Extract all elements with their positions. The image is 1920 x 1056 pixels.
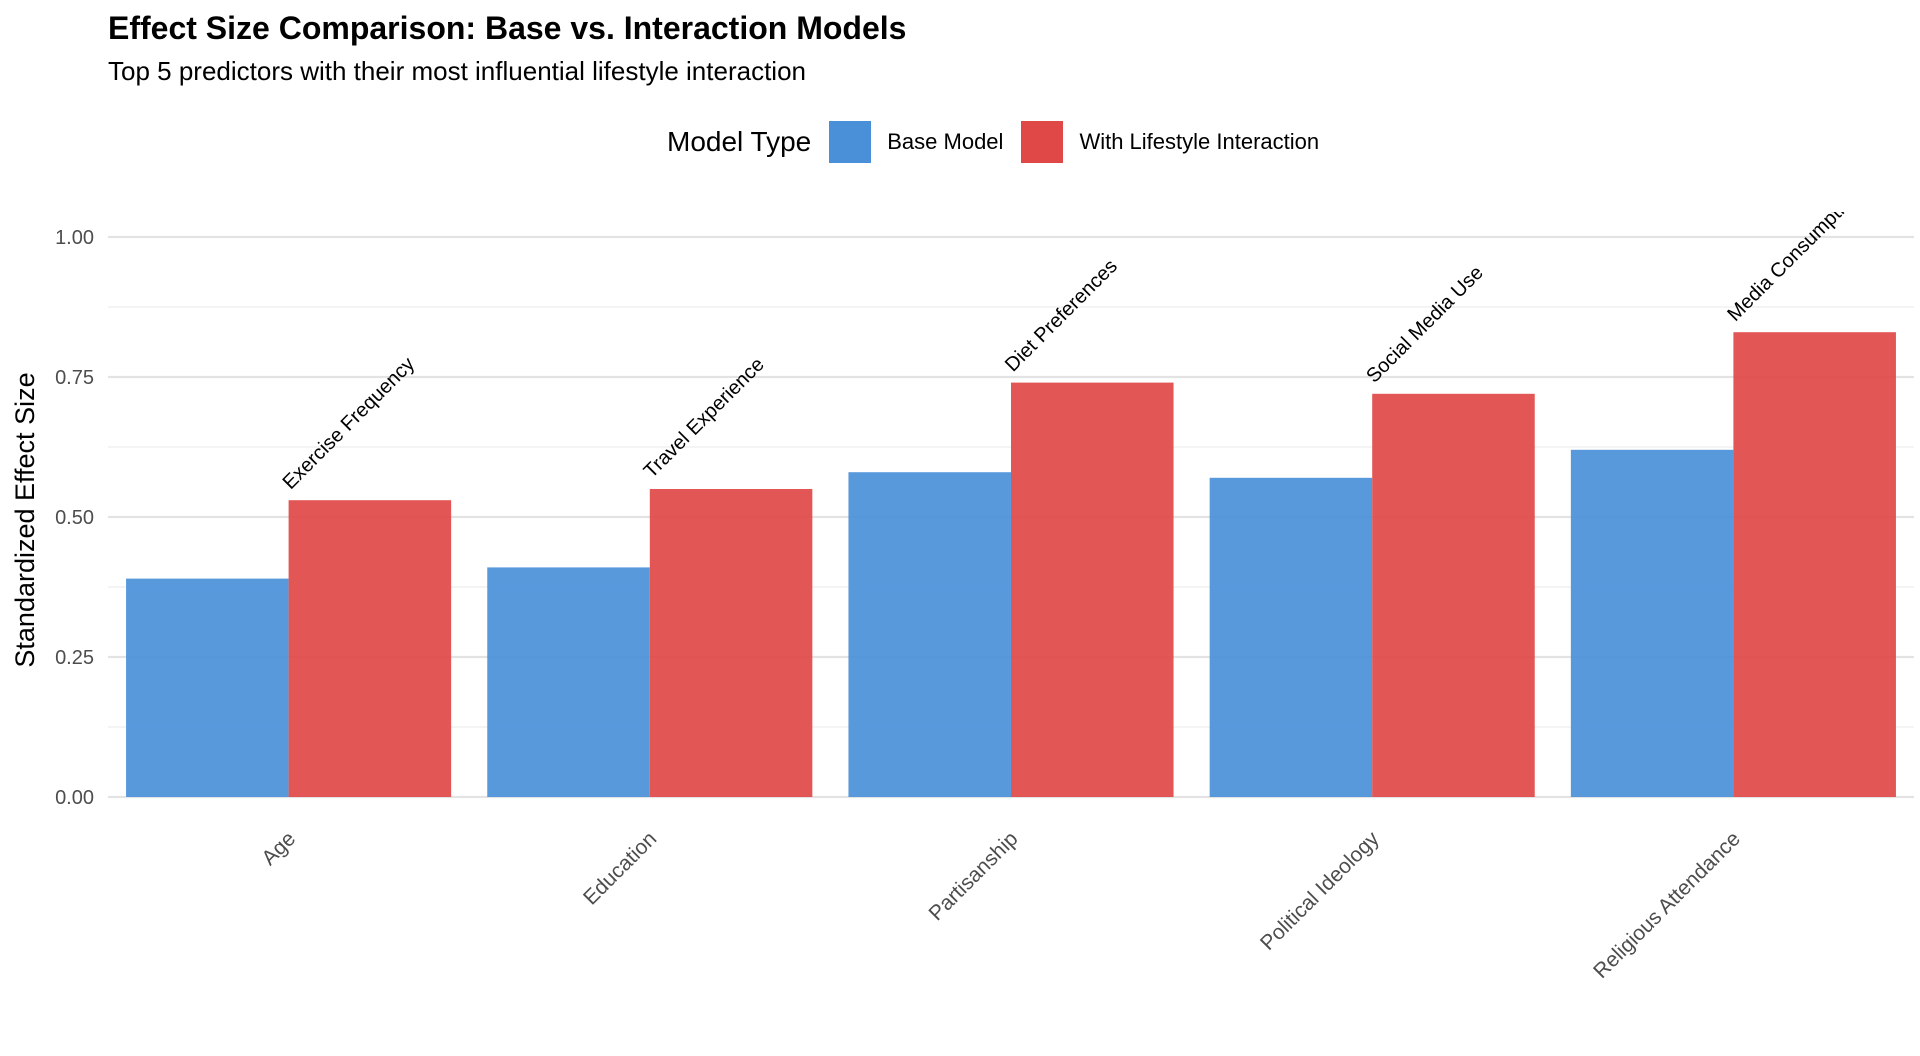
bar-interaction bbox=[1011, 382, 1174, 797]
legend-swatch-base bbox=[829, 121, 872, 163]
y-tick-labels: 0.00 0.25 0.50 0.75 1.00 bbox=[55, 227, 94, 809]
legend-title: Model Type bbox=[667, 126, 812, 157]
y-axis-title: Standardized Effect Size bbox=[10, 372, 40, 667]
x-category-label: Education bbox=[579, 827, 661, 909]
y-tick-label: 0.25 bbox=[55, 647, 94, 669]
chart-title: Effect Size Comparison: Base vs. Interac… bbox=[108, 10, 907, 46]
chart-subtitle: Top 5 predictors with their most influen… bbox=[108, 56, 806, 86]
bar-base bbox=[126, 578, 289, 797]
legend: Model Type Base Model With Lifestyle Int… bbox=[667, 120, 1337, 164]
x-category-label: Age bbox=[257, 827, 300, 870]
legend-swatch-interaction bbox=[1021, 121, 1064, 163]
x-category-labels: Age Education Partisanship Political Ideolo… bbox=[257, 827, 1744, 983]
x-category-label: Political Ideology bbox=[1256, 827, 1384, 955]
bar-interaction bbox=[649, 489, 813, 797]
x-category-label: Religious Attendance bbox=[1589, 827, 1745, 983]
bar-annotation: Social Media Use bbox=[1362, 262, 1488, 388]
bar-annotation: Travel Experience bbox=[640, 354, 769, 483]
y-tick-label: 0.75 bbox=[55, 367, 94, 389]
legend-label-interaction: With Lifestyle Interaction bbox=[1079, 129, 1320, 154]
x-category-label: Partisanship bbox=[925, 827, 1023, 925]
y-tick-label: 0.50 bbox=[55, 507, 94, 529]
bar-annotation: Exercise Frequency bbox=[279, 353, 420, 494]
bar-base bbox=[1570, 449, 1734, 797]
bar-base bbox=[1209, 477, 1373, 797]
bar-interaction bbox=[1372, 393, 1535, 797]
legend-label-base: Base Model bbox=[887, 129, 1004, 154]
y-tick-label: 0.00 bbox=[55, 787, 94, 809]
bar-interaction bbox=[1733, 332, 1896, 797]
bar-base bbox=[848, 472, 1011, 797]
bar-annotation: Media Consumption bbox=[1723, 184, 1864, 325]
bar-annotation: Diet Preferences bbox=[1001, 255, 1122, 376]
bar-interaction bbox=[288, 500, 452, 797]
bars bbox=[126, 332, 1896, 797]
y-tick-label: 1.00 bbox=[55, 227, 94, 249]
bar-base bbox=[487, 567, 650, 797]
